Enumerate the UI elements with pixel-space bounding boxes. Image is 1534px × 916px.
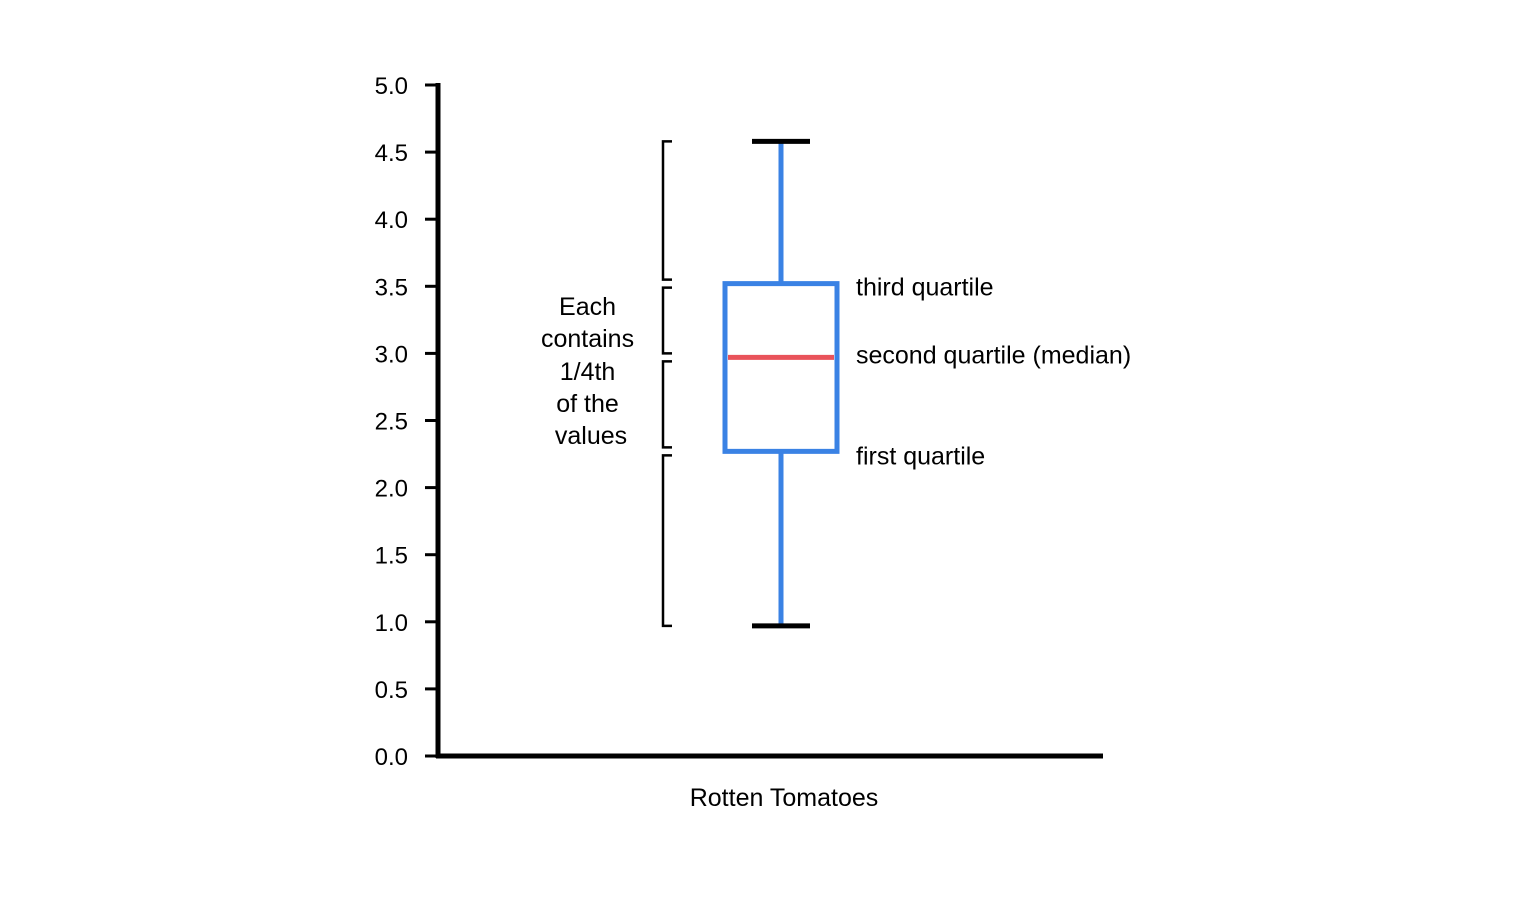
quartile-bracket: [661, 286, 672, 355]
y-tick-label: 3.5: [375, 274, 408, 301]
bracket-note-line-3: 1/4th: [560, 358, 616, 386]
bracket-note-line-5: values: [555, 422, 627, 450]
quartile-brackets: [661, 140, 672, 628]
quartile-bracket: [661, 360, 672, 449]
y-tick-label: 0.5: [375, 677, 408, 704]
x-axis-label: Rotten Tomatoes: [690, 784, 879, 812]
median-label: second quartile (median): [856, 341, 1131, 369]
y-tick-label: 5.0: [375, 73, 408, 100]
y-tick-label: 4.5: [375, 140, 408, 167]
y-tick-label: 1.0: [375, 610, 408, 637]
y-axis-ticks: 0.0 0.5 1.0 1.5 2.0 2.5 3.0 3.5 4.0 4.5 5.0: [375, 73, 438, 771]
y-tick-label: 2.0: [375, 476, 408, 503]
first-quartile-label: first quartile: [856, 442, 985, 470]
interquartile-box: [722, 281, 840, 454]
y-tick-label: 4.0: [375, 207, 408, 234]
bracket-note-line-2: contains: [541, 325, 634, 353]
bracket-note-line-4: of the: [556, 390, 619, 418]
quartile-bracket: [661, 140, 672, 281]
y-tick-label: 0.0: [375, 744, 408, 771]
y-tick-label: 2.5: [375, 409, 408, 436]
quartile-bracket: [661, 454, 672, 628]
y-tick-label: 3.0: [375, 341, 408, 368]
bracket-note: Each contains 1/4th of the values: [541, 293, 641, 450]
third-quartile-label: third quartile: [856, 274, 994, 302]
bracket-note-line-1: Each: [559, 293, 616, 321]
y-tick-label: 1.5: [375, 543, 408, 570]
